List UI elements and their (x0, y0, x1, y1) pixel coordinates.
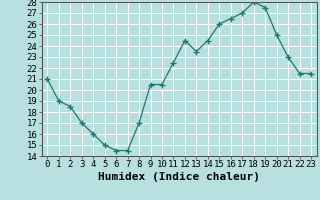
X-axis label: Humidex (Indice chaleur): Humidex (Indice chaleur) (98, 172, 260, 182)
